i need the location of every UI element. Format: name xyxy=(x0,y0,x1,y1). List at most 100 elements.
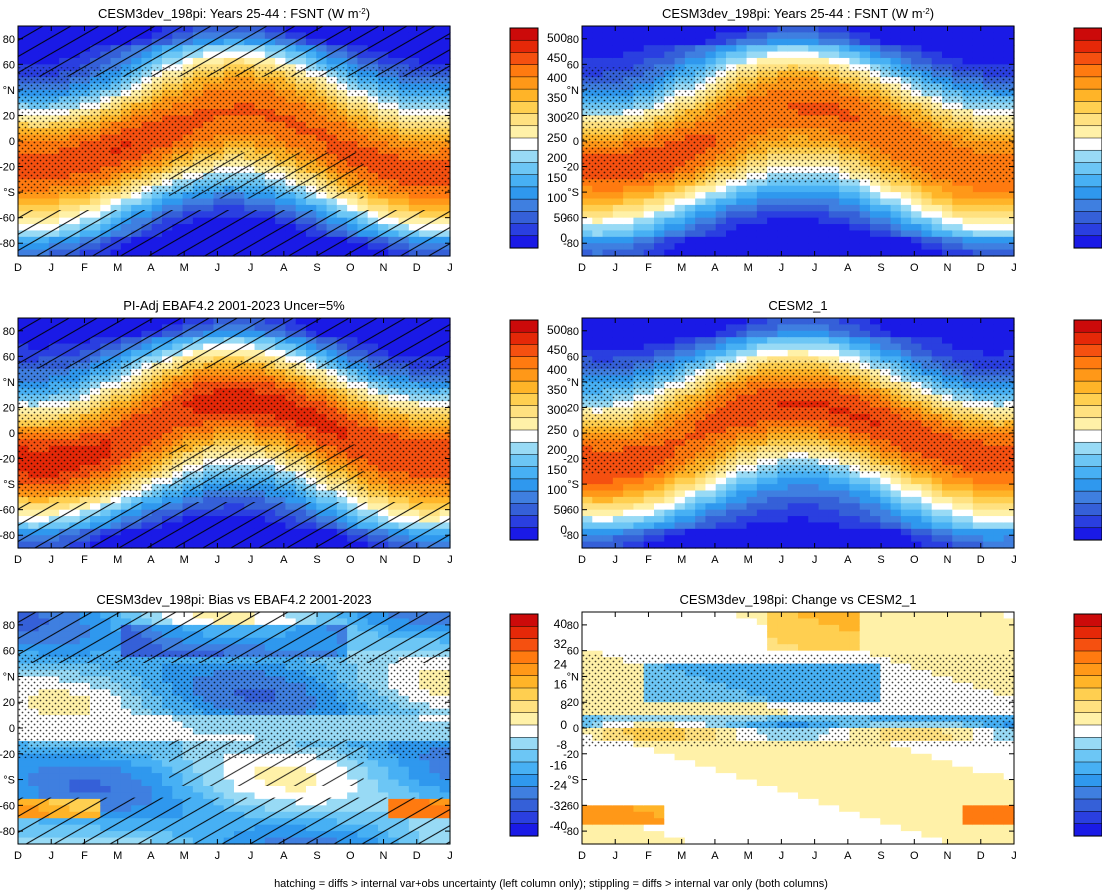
heatmap-cell xyxy=(602,32,614,40)
heatmap-cell xyxy=(633,230,645,238)
heatmap-cell xyxy=(623,204,635,212)
heatmap-cell xyxy=(285,204,297,212)
heatmap-cell xyxy=(623,243,635,251)
heatmap-cell xyxy=(931,32,943,40)
heatmap-cell xyxy=(705,179,717,187)
heatmap-cell xyxy=(818,198,830,206)
heatmap-cell xyxy=(316,198,328,206)
heatmap-cell xyxy=(746,32,758,40)
heatmap-cell xyxy=(602,185,614,193)
x-tick-label: J xyxy=(1011,262,1017,274)
heatmap-cell xyxy=(726,249,737,257)
heatmap-cell xyxy=(592,349,604,357)
heatmap-cell xyxy=(828,192,840,200)
heatmap-cell xyxy=(633,51,645,59)
chart-title-end: ) xyxy=(930,6,934,21)
heatmap-cell xyxy=(654,224,665,232)
heatmap-cell xyxy=(592,32,604,40)
heatmap-cell xyxy=(612,224,624,232)
heatmap-cell xyxy=(654,243,665,251)
heatmap-cell xyxy=(182,204,194,212)
heatmap-cell xyxy=(746,26,758,33)
heatmap-cell xyxy=(870,38,881,46)
heatmap-cell xyxy=(398,192,410,200)
heatmap-cell xyxy=(767,26,779,33)
heatmap-cell xyxy=(942,198,953,206)
heatmap-cell xyxy=(592,249,604,257)
heatmap-cell xyxy=(612,211,624,219)
heatmap-cell xyxy=(602,45,614,53)
heatmap-cell xyxy=(357,198,369,206)
colorbar-label: 100 xyxy=(547,483,567,497)
heatmap-cell xyxy=(582,224,593,232)
heatmap-cell xyxy=(654,45,665,53)
heatmap-cell xyxy=(1003,198,1015,206)
heatmap-cell xyxy=(900,51,912,59)
heatmap-cell xyxy=(972,51,984,59)
heatmap-cell xyxy=(602,535,614,543)
heatmap-cell xyxy=(870,204,881,212)
heatmap-cell xyxy=(828,32,840,40)
heatmap-cell xyxy=(942,51,953,59)
heatmap-cell xyxy=(890,192,902,200)
heatmap-cell xyxy=(182,496,194,504)
heatmap-cell xyxy=(592,192,604,200)
heatmap-cell xyxy=(859,198,871,206)
heatmap-cell xyxy=(890,224,902,232)
heatmap-cell xyxy=(828,185,840,193)
heatmap-cell xyxy=(295,198,307,206)
heatmap-cell xyxy=(870,243,881,251)
heatmap-cell xyxy=(736,217,748,225)
heatmap-cell xyxy=(623,236,635,244)
heatmap-cell xyxy=(983,192,995,200)
heatmap-cell xyxy=(818,57,830,65)
heatmap-cell xyxy=(264,198,276,206)
heatmap-cell xyxy=(777,230,789,238)
heatmap-cell xyxy=(388,192,400,200)
heatmap-cell xyxy=(828,204,840,212)
heatmap-cell xyxy=(592,38,604,46)
heatmap-cell xyxy=(952,236,964,244)
y-tick-label: -80 xyxy=(0,238,15,250)
heatmap-cell xyxy=(900,45,912,53)
heatmap-cell xyxy=(684,26,696,33)
chart-title-text: CESM3dev_198pi: Years 25-44 : FSNT (W m xyxy=(662,6,923,21)
heatmap-cell xyxy=(100,204,112,212)
heatmap-cell xyxy=(787,211,799,219)
heatmap-cell xyxy=(880,211,892,219)
y-tick-label: 60 xyxy=(567,59,579,71)
heatmap-cell xyxy=(1003,243,1015,251)
colorbar-swatch xyxy=(509,356,539,370)
heatmap-cell xyxy=(654,236,665,244)
colorbar-swatch xyxy=(509,113,539,127)
heatmap-cell xyxy=(952,26,964,33)
heatmap-cell xyxy=(962,236,974,244)
heatmap-cell xyxy=(592,243,604,251)
heatmap-cell xyxy=(695,45,707,53)
heatmap-cell xyxy=(880,32,892,40)
colorbar-swatch xyxy=(509,64,539,78)
heatmap-cell xyxy=(983,32,995,40)
heatmap-cell xyxy=(726,185,737,193)
heatmap-cell xyxy=(839,51,851,59)
heatmap-cell xyxy=(942,236,953,244)
heatmap-cell xyxy=(911,204,923,212)
heatmap-cell xyxy=(798,243,809,251)
heatmap-cell xyxy=(715,185,727,193)
heatmap-cell xyxy=(592,217,604,225)
heatmap-cell xyxy=(777,57,789,65)
heatmap-cell xyxy=(612,236,624,244)
heatmap-cell xyxy=(582,249,593,257)
heatmap-cell xyxy=(602,243,614,251)
heatmap-cell xyxy=(921,204,933,212)
heatmap-cell xyxy=(429,496,441,504)
heatmap-cell xyxy=(684,249,696,257)
heatmap-cell xyxy=(756,243,768,251)
x-tick-label: A xyxy=(147,554,155,566)
x-tick-label: M xyxy=(744,262,753,274)
heatmap-cell xyxy=(900,57,912,65)
colorbar-swatch xyxy=(509,441,539,455)
heatmap-cell xyxy=(777,224,789,232)
heatmap-cell xyxy=(921,185,933,193)
